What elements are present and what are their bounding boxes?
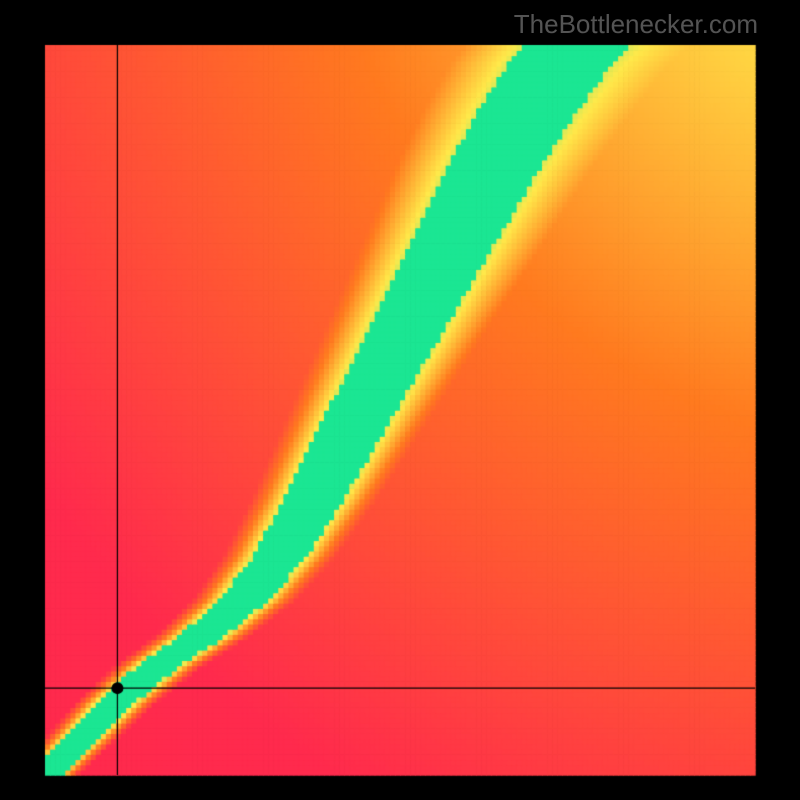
bottleneck-heatmap bbox=[0, 0, 800, 800]
watermark-text: TheBottlenecker.com bbox=[514, 9, 758, 40]
